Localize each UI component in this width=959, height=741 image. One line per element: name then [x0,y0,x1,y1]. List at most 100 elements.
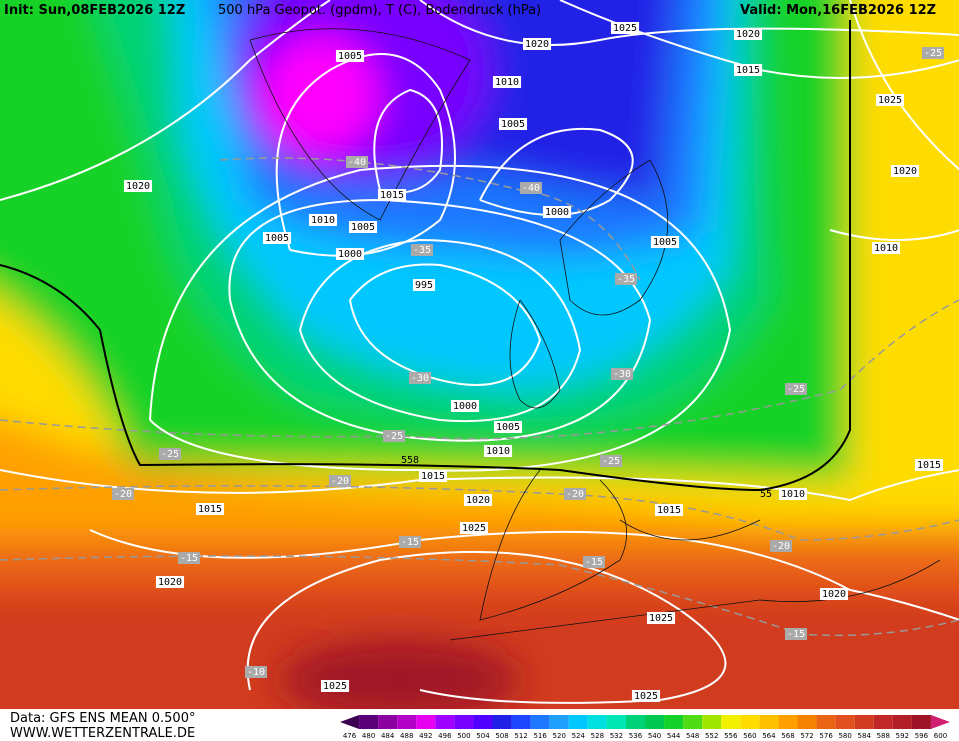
pressure-label: 1020 [736,29,760,40]
pressure-label: 1025 [613,23,637,34]
temperature-label: -15 [180,553,198,564]
pressure-label-box [123,180,153,192]
color-scale: 476 480 484 488 492 496 500 504 508 512 516 520 524 5… [340,715,950,740]
pressure-label-group: 1005 [335,50,365,62]
temperature-label-box [328,475,352,487]
data-source: Data: GFS ENS MEAN 0.500° [10,711,195,726]
scale-label: 508 [495,732,508,740]
pressure-label-group: 1025 [646,612,676,624]
pressure-label: 1020 [466,495,490,506]
temperature-label-group: -20 [769,540,793,552]
scale-swatch [625,715,645,729]
scale-swatch [664,715,684,729]
pressure-label-group: 1015 [654,504,684,516]
temperature-label: -20 [772,541,790,552]
temperature-label: -25 [924,48,942,59]
scale-label: 492 [419,732,432,740]
pressure-label: 1020 [126,181,150,192]
pressure-label-group: 1015 [418,470,448,482]
pressure-label-group: 1005 [498,118,528,130]
pressure-label-box [463,494,493,506]
pressure-label-box [195,503,225,515]
temperature-label: -35 [413,245,431,256]
scale-label: 532 [610,732,623,740]
pressure-label-box [308,214,338,226]
pressure-label-group: 1020 [123,180,153,192]
temperature-label-group: -30 [610,368,634,380]
scale-label: 516 [533,732,547,740]
temperature-label-box [345,156,369,168]
pressure-label-group: 1025 [875,94,905,106]
pressure-label-box [492,76,522,88]
pressure-label: 1005 [496,422,520,433]
pressure-label-box [493,421,523,433]
pressure-label: 1015 [380,190,404,201]
pressure-label-group: 1005 [348,221,378,233]
scale-label: 524 [572,732,586,740]
pressure-label-box [778,488,808,500]
pressure-label: 1005 [265,233,289,244]
scale-swatch [930,715,950,729]
temperature-label: -25 [161,449,179,460]
temperature-label-group: -40 [519,182,543,194]
scale-label: 556 [724,732,738,740]
pressure-label-group: 1025 [459,522,489,534]
temperature-label-group: -10 [244,666,268,678]
map-title: 500 hPa Geopot. (gpdm), T (C), Bodendruc… [218,3,541,18]
pressure-label-box [320,680,350,692]
temperature-label-box [784,383,808,395]
temperature-label-box [921,47,945,59]
scale-swatch [683,715,703,729]
pressure-label-box [459,522,489,534]
temperature-label-box [158,448,182,460]
temperature-label-group: -15 [398,536,422,548]
pressure-label-box [654,504,684,516]
scale-label: 488 [400,732,413,740]
pressure-label-box [890,165,920,177]
temperature-label-box [382,430,406,442]
pressure-label-group: 1010 [483,445,513,457]
pressure-label-group: 1015 [733,64,763,76]
pressure-label-box [631,690,661,702]
pressure-label-group: 1010 [492,76,522,88]
pressure-label: 1010 [486,446,510,457]
temperature-label-group: -25 [382,430,406,442]
pressure-label-group: 1010 [308,214,338,226]
temperature-label-group: -15 [582,556,606,568]
geopotential-label: 55 [760,489,772,500]
scale-swatch [702,715,722,729]
pressure-label: 1000 [453,401,477,412]
pressure-label-group: 995 [412,279,436,291]
pressure-label-group: 1000 [450,400,480,412]
scale-label: 504 [476,732,490,740]
pressure-label-box [819,588,849,600]
scale-swatch [416,715,436,729]
pressure-label-box [610,22,640,34]
temperature-label-group: -25 [784,383,808,395]
pressure-label-box [875,94,905,106]
temperature-label: -25 [787,384,805,395]
geopotential-label: 558 [401,455,419,466]
scale-swatch [835,715,855,729]
pressure-label-group: 1000 [335,248,365,260]
temperature-label-box [784,628,808,640]
pressure-label-box [542,206,572,218]
temperature-label: -15 [585,557,603,568]
pressure-label: 1005 [338,51,362,62]
scale-swatch [854,715,874,729]
site-name: WWW.WETTERZENTRALE.DE [10,726,195,741]
init-text: Init: Sun,08FEB2026 12Z [4,3,185,18]
pressure-label: 1025 [462,523,486,534]
temperature-label-group: -35 [614,273,638,285]
temperature-label-group: -40 [345,156,369,168]
temperature-label-box [610,368,634,380]
pressure-label: 1015 [917,460,941,471]
temperature-label: -20 [331,476,349,487]
scale-label: 528 [591,732,604,740]
temperature-label: -30 [613,369,631,380]
temperature-label-box [614,273,638,285]
scale-swatch [492,715,512,729]
pressure-label: 1015 [198,504,222,515]
pressure-label-box [650,236,680,248]
scale-swatch [530,715,550,729]
